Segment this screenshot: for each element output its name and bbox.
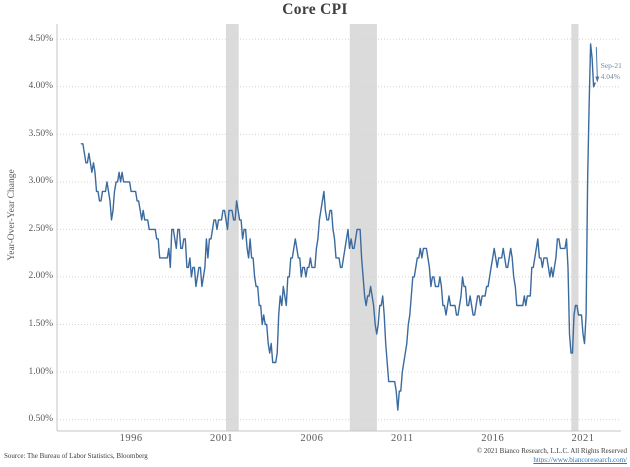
x-tick-label: 2016 — [481, 433, 505, 444]
core-cpi-line — [80, 43, 596, 411]
y-tick-label: 1.00% — [28, 366, 53, 377]
y-tick-label: 3.50% — [28, 128, 53, 139]
annotation-date-label: Sep-21 — [600, 61, 622, 70]
y-tick-label: 0.50% — [28, 414, 53, 425]
annotation-arrow-shaft — [595, 46, 598, 78]
x-tick-label: 2001 — [210, 433, 233, 444]
x-tick-label: 2021 — [571, 433, 595, 444]
x-tick-label: 1996 — [119, 433, 143, 444]
annotation-arrowhead-icon — [595, 76, 600, 83]
y-tick-label: 1.50% — [28, 319, 53, 329]
chart-title: Core CPI — [282, 1, 348, 18]
recession-band — [571, 24, 579, 431]
recession-band — [226, 24, 239, 431]
biancoresearch-link[interactable]: https://www.biancoresearch.com/ — [533, 456, 627, 464]
x-tick-label: 2011 — [390, 433, 414, 444]
y-tick-label: 2.00% — [28, 271, 53, 282]
last-point-annotation: Sep-21 4.04% — [601, 61, 622, 82]
copyright-note: © 2021 Bianco Research, L.L.C. All Right… — [476, 447, 627, 455]
y-tick-label: 4.00% — [28, 81, 53, 92]
recession-band — [349, 24, 377, 431]
y-tick-label: 4.50% — [28, 33, 53, 44]
x-tick-label: 2006 — [300, 433, 324, 444]
source-note: Source: The Bureau of Labor Statistics, … — [4, 452, 148, 460]
y-tick-label: 2.50% — [28, 223, 53, 234]
annotation-value-label: 4.04% — [600, 71, 620, 81]
y-tick-label: 3.00% — [28, 176, 53, 187]
